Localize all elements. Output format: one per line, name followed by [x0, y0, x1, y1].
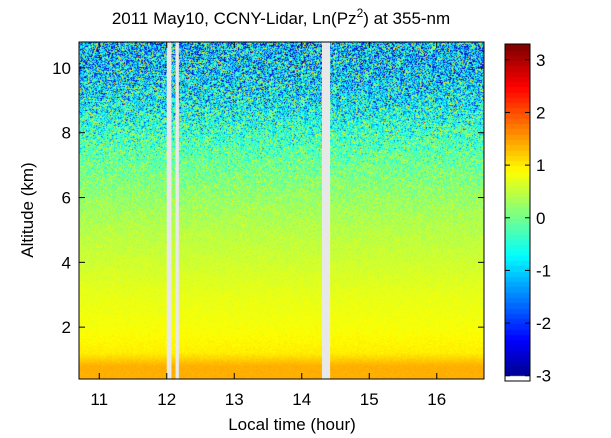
chart-title-suffix: ) at 355-nm [363, 9, 450, 28]
chart-title: 2011 May10, CCNY-Lidar, Ln(Pz2) at 355-n… [112, 6, 450, 28]
y-axis-label: Altitude (km) [18, 162, 37, 257]
colorbar-tick-label: -3 [536, 367, 551, 386]
x-axis-label: Local time (hour) [228, 415, 356, 434]
y-tick-label: 4 [62, 253, 71, 272]
y-tick-label: 10 [52, 59, 71, 78]
chart-title-superscript: 2 [357, 6, 364, 20]
y-axis-ticks: 2 4 6 8 10 [52, 59, 484, 337]
colorbar-tick-label: 2 [536, 103, 545, 122]
x-tick-label: 14 [292, 390, 311, 409]
x-tick-label: 11 [90, 390, 108, 409]
y-tick-label: 8 [62, 124, 71, 143]
x-tick-label: 12 [157, 390, 176, 409]
colorbar-border [504, 43, 531, 382]
heatmap-frame [79, 42, 484, 379]
x-axis-ticks: 11 12 13 14 15 16 [90, 42, 446, 409]
data-gap [175, 42, 179, 379]
colorbar-raster [505, 44, 530, 381]
x-tick-label: 13 [225, 390, 244, 409]
x-tick-label: 15 [360, 390, 379, 409]
y-tick-label: 2 [62, 318, 71, 337]
data-gaps [166, 42, 331, 379]
heatmap-raster [79, 42, 484, 379]
colorbar-tick-label: 3 [536, 51, 545, 70]
data-gap [166, 42, 172, 379]
y-tick-label: 6 [62, 189, 71, 208]
colorbar-tick-label: 0 [536, 209, 545, 228]
colorbar-tick-label: 1 [536, 156, 545, 175]
x-tick-label: 16 [427, 390, 446, 409]
plot-border [78, 41, 485, 380]
colorbar-tick-label: -1 [536, 261, 551, 280]
colorbar-ticks: -3 -2 -1 0 1 2 3 [505, 51, 551, 386]
data-gap [322, 42, 331, 379]
chart-title-main: 2011 May10, CCNY-Lidar, Ln(Pz [112, 9, 357, 28]
colorbar-frame [505, 44, 530, 381]
colorbar-tick-label: -2 [536, 314, 551, 333]
